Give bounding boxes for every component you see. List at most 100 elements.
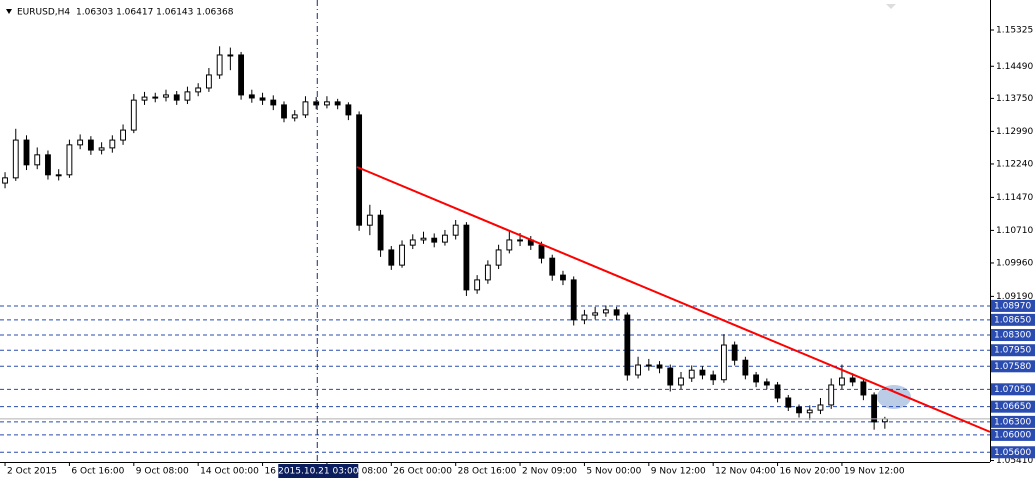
level-label: 1.08650 (994, 315, 1031, 325)
candle-body (667, 367, 674, 386)
x-tick-label: 5 Nov 00:00 (586, 467, 641, 477)
level-label: 1.08970 (994, 301, 1031, 311)
crosshair-label: 2015.10.21 03:00 (278, 467, 359, 477)
candle-body (248, 94, 255, 99)
x-tick-label: 9 Oct 08:00 (136, 467, 189, 477)
candle-body (409, 239, 416, 246)
candle-body (356, 114, 363, 226)
candle-body (731, 344, 738, 361)
y-tick-label: 1.15325 (996, 26, 1033, 36)
y-tick-label: 1.14490 (996, 62, 1033, 72)
level-label-box (991, 360, 1035, 373)
level-label: 1.06000 (994, 430, 1031, 440)
candle-body (399, 244, 405, 266)
y-tick-label: 1.13750 (996, 94, 1033, 104)
candle-body (55, 174, 62, 177)
candle-body (377, 214, 384, 251)
level-label: 1.05600 (994, 448, 1031, 458)
candle-body (109, 139, 116, 149)
candle-body (442, 234, 448, 243)
candle-body (2, 177, 8, 184)
candle-body (227, 54, 234, 57)
level-label-box (991, 329, 1035, 342)
candle-body (388, 249, 395, 266)
candle-body (45, 154, 51, 176)
candle-body (238, 54, 245, 96)
candle-body (871, 394, 878, 423)
candle-body (592, 312, 599, 316)
candle-body (860, 381, 867, 396)
level-label: 1.06650 (994, 402, 1031, 412)
candle-body (785, 397, 792, 408)
candle-body (828, 384, 835, 406)
candle-body (87, 139, 94, 151)
candle-body (463, 224, 470, 291)
level-label-box (991, 446, 1035, 459)
candle-body (560, 274, 566, 281)
level-label-box (991, 415, 1035, 428)
level-label: 1.07950 (994, 346, 1031, 356)
candle-body (645, 364, 652, 367)
candle-body (452, 224, 459, 236)
x-tick-label: 14 Oct 00:00 (200, 467, 259, 477)
candle-body (291, 114, 298, 119)
candle-body (495, 249, 502, 266)
candle-body (66, 144, 73, 176)
candle-body (141, 96, 148, 101)
level-label-box (991, 299, 1035, 312)
candle-body (581, 314, 588, 321)
candle-body (806, 409, 813, 414)
collapse-icon[interactable] (6, 9, 12, 14)
candle-body (345, 104, 352, 116)
candle-body (635, 364, 641, 376)
candle-body (12, 139, 19, 179)
candle-body (152, 96, 159, 99)
x-tick-label: 2 Nov 09:00 (522, 467, 577, 477)
level-label-box (991, 383, 1035, 396)
x-tick-label: 6 Oct 16:00 (71, 467, 124, 477)
candle-body (678, 377, 684, 386)
symbol: EURUSD,H4 (17, 8, 70, 18)
candle-body (163, 94, 169, 98)
candle-body (324, 101, 330, 106)
candle-body (570, 279, 577, 321)
trendline (356, 166, 991, 433)
candle-body (195, 87, 202, 93)
candle-body (130, 99, 137, 131)
candle-body (538, 244, 545, 259)
y-tick-label: 1.05410 (996, 456, 1033, 466)
level-label-box (991, 428, 1035, 441)
y-tick-label: 1.11470 (996, 193, 1033, 203)
candle-body (720, 344, 727, 381)
candle-body (699, 369, 706, 376)
candle-body (774, 384, 781, 399)
candle-body (302, 101, 309, 116)
candle-body (420, 237, 427, 241)
candle-body (205, 74, 212, 89)
level-label: 1.08300 (994, 331, 1031, 341)
ohlc-readout: 1.06303 1.06417 1.06143 1.06368 (76, 8, 234, 18)
candle-body (431, 237, 438, 243)
level-label: 1.06300 (994, 417, 1031, 427)
x-tick-label: 26 Oct 00:00 (393, 467, 452, 477)
candle-body (77, 139, 84, 146)
x-tick-label: 16 Nov 20:00 (780, 467, 841, 477)
candle-body (98, 147, 105, 151)
candle-body (184, 91, 191, 101)
crosshair-label-box (278, 464, 359, 478)
highlight-blob (877, 385, 911, 409)
x-tick-label: 21 Oct 08:00 (329, 467, 388, 477)
candle-body (334, 101, 341, 106)
x-tick-label: 12 Nov 04:00 (715, 467, 776, 477)
y-tick-label: 1.12240 (996, 159, 1033, 169)
candle-body (366, 214, 373, 226)
candle-body (270, 99, 277, 106)
candle-body (656, 364, 663, 369)
candle-body (710, 374, 717, 381)
level-label-box (991, 400, 1035, 413)
candle-body (817, 404, 824, 411)
candle-body (259, 97, 266, 101)
y-tick-label: 1.12990 (996, 127, 1033, 137)
y-tick-label: 1.10710 (996, 226, 1033, 236)
